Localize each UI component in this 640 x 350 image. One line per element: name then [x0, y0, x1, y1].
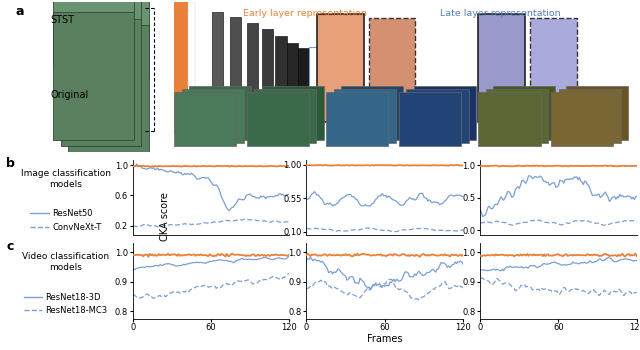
Bar: [212, 12, 223, 127]
Bar: [262, 86, 324, 140]
Text: c: c: [6, 240, 13, 253]
Bar: [559, 89, 621, 143]
Bar: [399, 92, 461, 146]
Legend: ResNet18-3D, ResNet18-MC3: ResNet18-3D, ResNet18-MC3: [20, 289, 111, 318]
Bar: [317, 14, 364, 122]
Legend: ResNet50, ConvNeXt-T: ResNet50, ConvNeXt-T: [27, 206, 104, 235]
Bar: [68, 25, 149, 153]
Bar: [182, 89, 244, 143]
Text: Original: Original: [50, 90, 88, 100]
Bar: [414, 86, 476, 140]
Bar: [479, 92, 541, 146]
Bar: [174, 92, 236, 146]
Bar: [298, 48, 309, 90]
Bar: [68, 0, 149, 78]
Text: Late layer representation: Late layer representation: [440, 9, 561, 18]
Bar: [61, 0, 141, 71]
Bar: [486, 89, 548, 143]
Bar: [326, 92, 388, 146]
Bar: [230, 17, 241, 122]
Bar: [287, 43, 298, 96]
Bar: [530, 18, 577, 127]
Bar: [247, 92, 309, 146]
Bar: [275, 36, 287, 103]
Bar: [53, 0, 134, 65]
Bar: [341, 86, 403, 140]
Bar: [247, 23, 258, 116]
Bar: [254, 89, 316, 143]
Text: Early layer representation: Early layer representation: [243, 9, 367, 18]
Bar: [309, 47, 320, 92]
Text: Video classification
models: Video classification models: [22, 252, 109, 272]
X-axis label: Frames: Frames: [367, 334, 403, 344]
Bar: [53, 12, 134, 140]
Bar: [188, 2, 195, 134]
Bar: [61, 19, 141, 146]
Bar: [189, 86, 252, 140]
Bar: [566, 86, 628, 140]
Text: b: b: [6, 157, 15, 170]
Bar: [174, 2, 188, 134]
Bar: [369, 18, 415, 127]
Bar: [337, 47, 348, 92]
Text: Image classification
models: Image classification models: [21, 169, 111, 189]
Bar: [493, 86, 556, 140]
Bar: [479, 14, 525, 122]
Bar: [334, 89, 396, 143]
Bar: [323, 47, 334, 92]
Text: STST: STST: [50, 15, 74, 25]
Bar: [406, 89, 468, 143]
Text: CKA score: CKA score: [160, 193, 170, 242]
Bar: [262, 29, 273, 110]
Text: a: a: [16, 5, 24, 18]
Bar: [551, 92, 613, 146]
